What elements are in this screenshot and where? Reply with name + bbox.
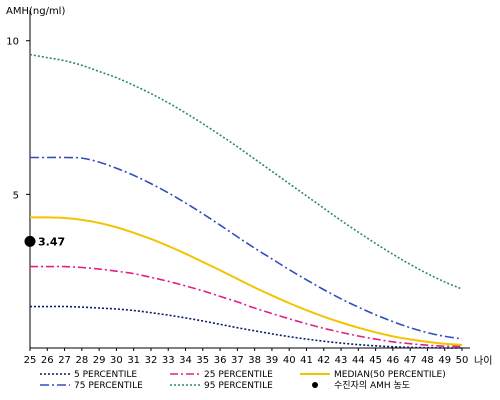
- x-tick-label-35: 35: [196, 355, 209, 366]
- x-tick-label-28: 28: [75, 355, 88, 366]
- legend-label-0: 5 PERCENTILE: [74, 370, 137, 380]
- x-tick-label-41: 41: [300, 355, 313, 366]
- x-tick-label-26: 26: [41, 355, 54, 366]
- x-tick-label-27: 27: [58, 355, 71, 366]
- patient-amh-point: [24, 235, 36, 247]
- x-tick-label-42: 42: [317, 355, 330, 366]
- x-tick-label-30: 30: [110, 355, 123, 366]
- chart-legend: 5 PERCENTILE 25 PERCENTILE MEDIAN(50 PERCE…: [40, 370, 446, 391]
- patient-amh-value-label: 3.47: [38, 235, 65, 248]
- x-axis-title: 나이: [474, 355, 492, 367]
- x-tick-label-40: 40: [283, 355, 296, 366]
- x-tick-label-25: 25: [24, 355, 37, 366]
- legend-swatch-patient-amh: [312, 382, 318, 388]
- x-tick-label-31: 31: [127, 355, 140, 366]
- x-tick-label-36: 36: [214, 355, 227, 366]
- series-line-4: [29, 53, 463, 290]
- legend-label-3: 75 PERCENTILE: [74, 381, 143, 391]
- highlight-layer: 3.47: [24, 235, 65, 248]
- x-tick-label-39: 39: [266, 355, 279, 366]
- series-lines: [29, 53, 463, 349]
- x-tick-label-50: 50: [456, 355, 469, 366]
- y-tick-label-5: 5: [13, 190, 19, 201]
- x-tick-label-32: 32: [145, 355, 158, 366]
- x-tick-label-46: 46: [387, 355, 400, 366]
- x-tick-label-37: 37: [231, 355, 244, 366]
- x-tick-label-29: 29: [93, 355, 106, 366]
- series-line-0: [30, 305, 463, 349]
- series-line-3: [29, 156, 463, 340]
- series-line-2: [29, 216, 463, 346]
- x-tick-label-44: 44: [352, 355, 365, 366]
- x-tick-label-33: 33: [162, 355, 175, 366]
- x-tick-label-43: 43: [335, 355, 348, 366]
- legend-label-2: MEDIAN(50 PERCENTILE): [334, 370, 446, 380]
- legend-label-1: 25 PERCENTILE: [204, 370, 273, 380]
- x-tick-label-49: 49: [438, 355, 451, 366]
- x-tick-label-45: 45: [369, 355, 382, 366]
- chart-axes: AMH(ng/ml) 나이: [6, 6, 492, 367]
- y-ticks: 5 10: [6, 37, 30, 201]
- legend-label-4: 95 PERCENTILE: [204, 381, 273, 391]
- x-tick-label-34: 34: [179, 355, 192, 366]
- x-ticks: 25 26 27 28 29 30 31 32 33 34 35 36 37 38 39 40 41 42 43 44…: [24, 348, 469, 366]
- y-axis-title: AMH(ng/ml): [6, 6, 65, 17]
- x-tick-label-48: 48: [421, 355, 434, 366]
- legend-label-patient-amh: 수진자의 AMH 농도: [334, 380, 410, 391]
- x-tick-label-47: 47: [404, 355, 417, 366]
- y-tick-label-10: 10: [6, 37, 19, 48]
- x-tick-label-38: 38: [248, 355, 261, 366]
- series-line-1: [30, 265, 463, 348]
